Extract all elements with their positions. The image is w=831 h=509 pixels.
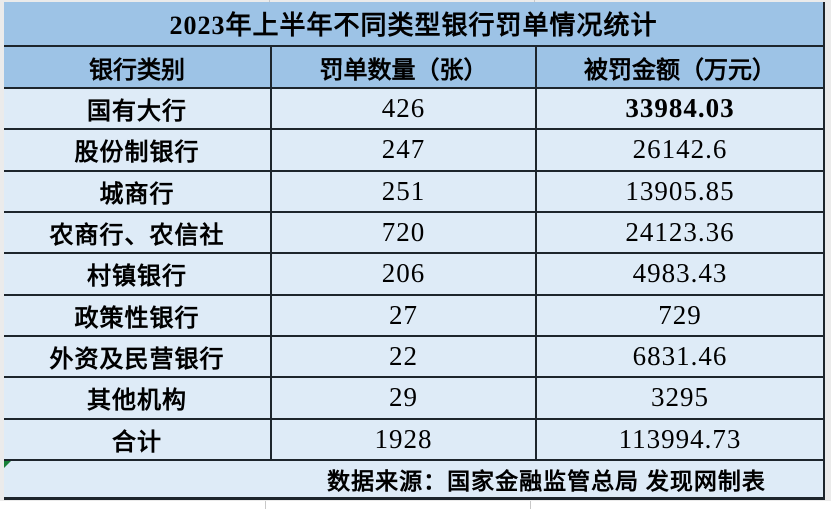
count-cell[interactable]: 720 <box>270 212 535 253</box>
table-row: 国有大行 426 33984.03 <box>4 87 823 129</box>
header-cell-fine-amount[interactable]: 被罚金额（万元） <box>535 47 823 87</box>
table-row: 股份制银行 247 26142.6 <box>4 128 823 170</box>
gridline-stub-bottom-1 <box>265 501 266 509</box>
gridline-stub-top-1 <box>269 0 270 2</box>
amount-cell[interactable]: 3295 <box>535 378 823 418</box>
cell-error-triangle-icon <box>4 461 11 468</box>
table-row: 其他机构 29 3295 <box>4 376 823 418</box>
count-cell[interactable]: 206 <box>270 254 535 294</box>
table-row: 政策性银行 27 729 <box>4 293 823 335</box>
count-cell[interactable]: 22 <box>270 336 535 377</box>
count-cell[interactable]: 1928 <box>270 419 535 459</box>
category-cell[interactable]: 外资及民营银行 <box>49 347 225 374</box>
table-title: 2023年上半年不同类型银行罚单情况统计 <box>169 11 658 40</box>
table-row: 农商行、农信社 720 24123.36 <box>4 210 823 253</box>
category-cell[interactable]: 合计 <box>112 429 162 456</box>
sheet-area-below-table <box>0 501 831 509</box>
category-cell[interactable]: 股份制银行 <box>74 140 200 167</box>
table-body: 国有大行 426 33984.03 股份制银行 247 26142.6 城商行 … <box>4 87 823 459</box>
table-title-cell[interactable]: 2023年上半年不同类型银行罚单情况统计 <box>4 2 823 45</box>
table-row: 村镇银行 206 4983.43 <box>4 252 823 294</box>
amount-cell[interactable]: 729 <box>535 295 823 335</box>
category-cell[interactable]: 政策性银行 <box>74 305 200 332</box>
table-footer-row[interactable]: 数据来源：国家金融监管总局 发现网制表 <box>4 459 823 497</box>
count-cell[interactable]: 426 <box>270 89 535 129</box>
table-header-row: 银行类别 罚单数量（张） 被罚金额（万元） <box>4 45 823 87</box>
amount-cell[interactable]: 33984.03 <box>535 89 823 129</box>
count-cell[interactable]: 251 <box>270 171 535 211</box>
gridline-stub-bottom-2 <box>530 501 531 509</box>
data-source-note: 数据来源：国家金融监管总局 发现网制表 <box>327 469 766 494</box>
category-cell[interactable]: 村镇银行 <box>87 264 187 291</box>
header-label-bank-type: 银行类别 <box>89 57 185 84</box>
count-cell[interactable]: 247 <box>270 130 535 170</box>
amount-cell[interactable]: 4983.43 <box>535 254 823 294</box>
category-cell[interactable]: 其他机构 <box>87 388 187 415</box>
gridline-stub-top-2 <box>534 0 535 2</box>
category-cell[interactable]: 国有大行 <box>87 99 187 126</box>
amount-cell[interactable]: 24123.36 <box>535 212 823 253</box>
count-cell[interactable]: 29 <box>270 378 535 418</box>
amount-cell[interactable]: 113994.73 <box>535 419 823 459</box>
category-cell[interactable]: 城商行 <box>99 181 175 208</box>
amount-cell[interactable]: 6831.46 <box>535 336 823 377</box>
amount-cell[interactable]: 13905.85 <box>535 171 823 211</box>
table-row: 外资及民营银行 22 6831.46 <box>4 334 823 377</box>
amount-cell[interactable]: 26142.6 <box>535 130 823 170</box>
header-cell-fine-count[interactable]: 罚单数量（张） <box>270 47 535 87</box>
header-label-fine-count: 罚单数量（张） <box>319 57 488 84</box>
header-label-fine-amount: 被罚金额（万元） <box>584 57 776 84</box>
header-cell-bank-type[interactable]: 银行类别 <box>4 47 270 87</box>
table-row: 城商行 251 13905.85 <box>4 169 823 211</box>
fines-table: 2023年上半年不同类型银行罚单情况统计 银行类别 罚单数量（张） 被罚金额（万… <box>4 2 825 500</box>
category-cell[interactable]: 农商行、农信社 <box>49 223 225 250</box>
count-cell[interactable]: 27 <box>270 295 535 335</box>
table-row: 合计 1928 113994.73 <box>4 417 823 459</box>
